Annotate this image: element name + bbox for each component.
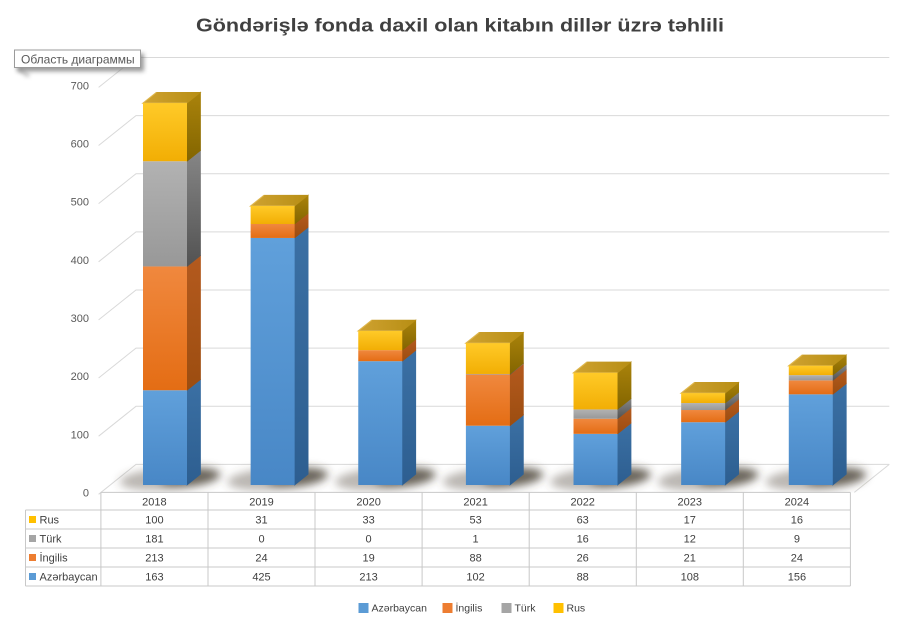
svg-text:1: 1 <box>473 534 479 546</box>
svg-text:16: 16 <box>577 534 589 546</box>
svg-text:88: 88 <box>577 572 589 584</box>
svg-text:33: 33 <box>362 515 374 527</box>
svg-text:700: 700 <box>71 81 89 93</box>
svg-text:Rus: Rus <box>567 603 586 615</box>
svg-text:63: 63 <box>577 515 589 527</box>
svg-text:2019: 2019 <box>249 497 273 509</box>
svg-text:108: 108 <box>681 572 699 584</box>
svg-text:24: 24 <box>791 553 803 565</box>
svg-text:156: 156 <box>788 572 806 584</box>
svg-text:17: 17 <box>684 515 696 527</box>
svg-text:88: 88 <box>469 553 481 565</box>
svg-text:İngilis: İngilis <box>40 552 69 565</box>
svg-text:Türk: Türk <box>515 603 537 615</box>
svg-text:213: 213 <box>145 553 163 565</box>
svg-text:0: 0 <box>83 487 89 499</box>
svg-text:0: 0 <box>258 534 264 546</box>
svg-text:Göndərişlə fonda daxil olan ki: Göndərişlə fonda daxil olan kitabın dill… <box>196 16 724 36</box>
svg-text:400: 400 <box>71 255 89 267</box>
svg-text:2024: 2024 <box>785 497 809 509</box>
svg-text:213: 213 <box>359 572 377 584</box>
svg-text:İngilis: İngilis <box>456 602 483 615</box>
svg-text:19: 19 <box>362 553 374 565</box>
svg-text:2020: 2020 <box>356 497 380 509</box>
svg-text:2022: 2022 <box>570 497 594 509</box>
svg-text:Область диаграммы: Область диаграммы <box>21 52 135 66</box>
svg-text:200: 200 <box>71 371 89 383</box>
svg-text:24: 24 <box>255 553 267 565</box>
svg-text:0: 0 <box>366 534 372 546</box>
svg-text:12: 12 <box>684 534 696 546</box>
svg-text:600: 600 <box>71 139 89 151</box>
svg-text:100: 100 <box>71 429 89 441</box>
svg-text:2021: 2021 <box>463 497 487 509</box>
svg-text:16: 16 <box>791 515 803 527</box>
svg-text:2023: 2023 <box>678 497 702 509</box>
svg-text:300: 300 <box>71 313 89 325</box>
svg-text:Rus: Rus <box>40 515 60 527</box>
svg-text:31: 31 <box>255 515 267 527</box>
svg-text:21: 21 <box>684 553 696 565</box>
svg-text:425: 425 <box>252 572 270 584</box>
svg-text:102: 102 <box>466 572 484 584</box>
svg-text:9: 9 <box>794 534 800 546</box>
svg-text:163: 163 <box>145 572 163 584</box>
svg-text:Azərbaycan: Azərbaycan <box>372 603 428 615</box>
svg-text:Azərbaycan: Azərbaycan <box>40 572 98 584</box>
svg-text:Türk: Türk <box>40 534 63 546</box>
svg-text:100: 100 <box>145 515 163 527</box>
svg-text:53: 53 <box>469 515 481 527</box>
svg-text:500: 500 <box>71 197 89 209</box>
svg-text:26: 26 <box>577 553 589 565</box>
svg-text:2018: 2018 <box>142 497 166 509</box>
svg-text:181: 181 <box>145 534 163 546</box>
